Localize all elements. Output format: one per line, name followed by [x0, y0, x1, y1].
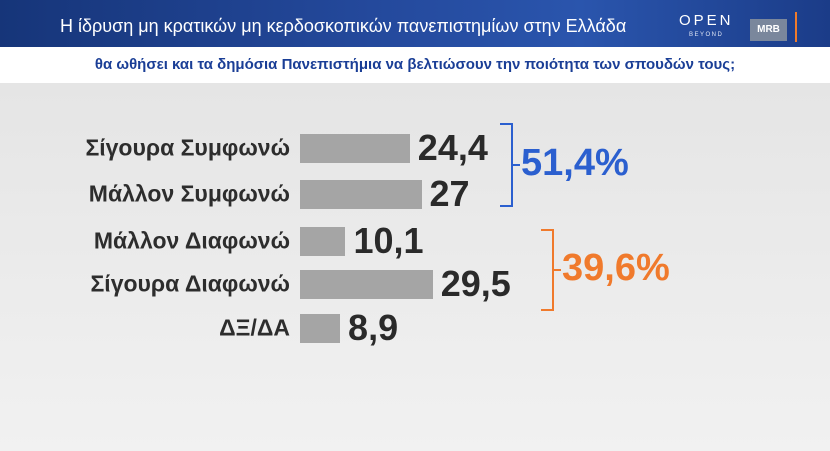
category-label: Σίγουρα Συμφωνώ — [85, 134, 290, 161]
chart-subtitle: θα ωθήσει και τα δημόσια Πανεπιστήμια να… — [94, 56, 736, 73]
value-label: 8,9 — [348, 307, 399, 348]
category-label: Μάλλον Διαφωνώ — [93, 227, 290, 254]
title-band: Η ίδρυση μη κρατικών μη κερδοσκοπικών πα… — [0, 0, 830, 47]
open-logo: OPEN — [679, 12, 734, 29]
value-label: 27 — [429, 173, 470, 214]
group-bracket-tick — [513, 164, 520, 166]
bar — [300, 226, 346, 256]
group-bracket — [541, 229, 554, 311]
bar — [300, 133, 410, 163]
bar — [300, 179, 422, 209]
group-bracket — [500, 123, 513, 207]
group-total-label: 51,4% — [521, 142, 629, 184]
chart-title: Η ίδρυση μη κρατικών μη κερδοσκοπικών πα… — [60, 16, 627, 36]
value-label: 29,5 — [440, 263, 511, 304]
value-label: 24,4 — [417, 127, 488, 168]
subtitle-band: θα ωθήσει και τα δημόσια Πανεπιστήμια να… — [0, 47, 830, 83]
value-label: 10,1 — [353, 220, 424, 261]
category-label: ΔΞ/ΔΑ — [219, 314, 290, 341]
bar — [300, 313, 341, 343]
group-total-label: 39,6% — [562, 247, 670, 289]
open-logo-tagline: BEYOND — [689, 32, 724, 38]
mrb-logo: MRB — [750, 19, 787, 41]
category-label: Σίγουρα Διαφωνώ — [90, 270, 291, 297]
accent-divider — [795, 12, 797, 42]
group-bracket-tick — [554, 269, 561, 271]
category-label: Μάλλον Συμφωνώ — [88, 180, 290, 207]
bar — [300, 269, 433, 299]
